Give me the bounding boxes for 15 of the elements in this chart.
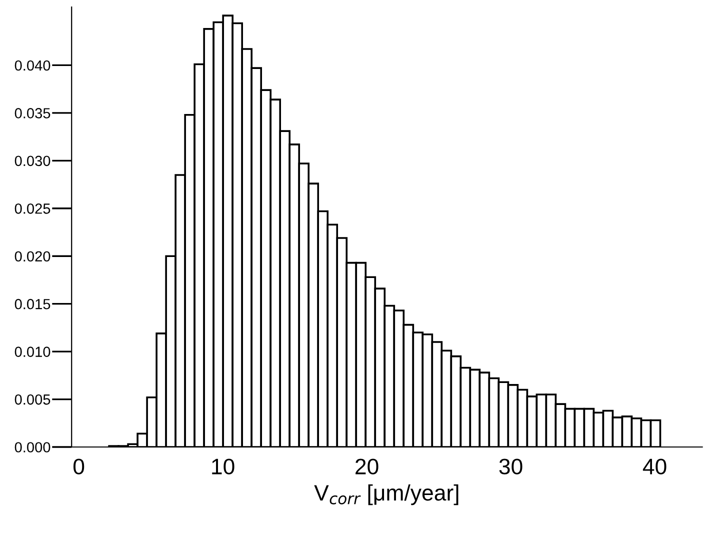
x-tick-label: 40	[642, 458, 666, 474]
y-tick-label: 0.015	[14, 298, 50, 310]
x-tick-label: 30	[499, 458, 522, 474]
x-tick-label: 0	[73, 458, 84, 474]
y-tick-label: 0.030	[14, 156, 50, 166]
y-tick-label: 0.020	[14, 251, 50, 262]
y-tick-label: 0.010	[14, 346, 50, 357]
y-tick-label: 0.025	[14, 203, 50, 214]
x-tick-label: 20	[356, 458, 378, 474]
x-axis-title: V$_{corr}$ [μm/year]	[314, 484, 458, 506]
x-tick-label: 10	[212, 458, 234, 474]
y-tick-label: 0.000	[14, 442, 50, 452]
y-tick-label: 0.040	[14, 60, 50, 71]
y-tick-label: 0.035	[14, 108, 50, 118]
y-tick-label: 0.005	[14, 394, 50, 405]
